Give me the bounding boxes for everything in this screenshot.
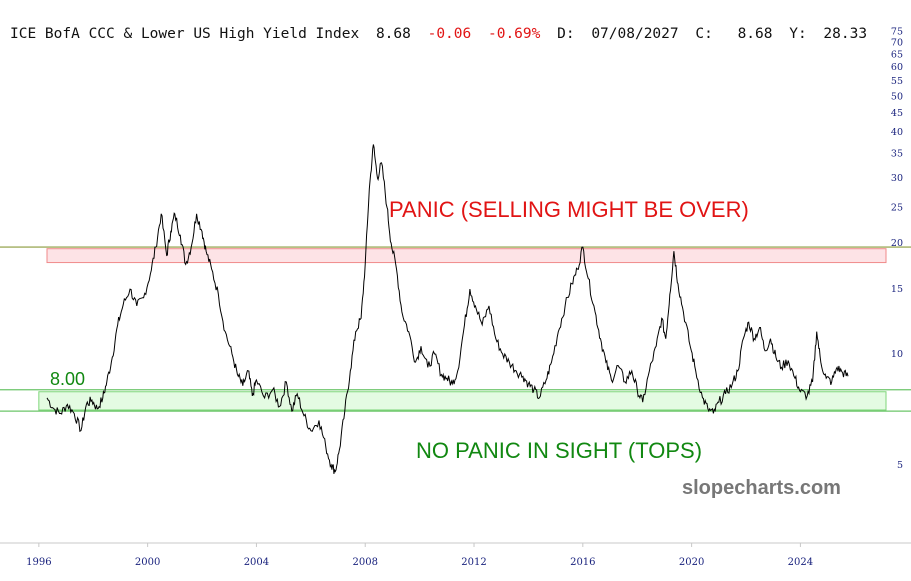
x-tick-2000: 2000	[135, 557, 160, 568]
calm-zone	[38, 391, 887, 411]
last-value: 8.68	[376, 26, 411, 42]
date-value: 07/08/2027	[591, 26, 678, 42]
reference-lines-layer	[0, 246, 911, 412]
y-tick-20: 20	[891, 238, 903, 249]
y-tick-35: 35	[891, 148, 903, 159]
x-tick-1996: 1996	[26, 557, 51, 568]
x-tick-2012: 2012	[461, 557, 486, 568]
change-pct: -0.69%	[488, 26, 541, 42]
close-label: C:	[695, 26, 712, 42]
watermark: slopecharts.com	[682, 477, 841, 499]
series-line	[46, 144, 849, 474]
y-tick-45: 45	[891, 108, 903, 119]
y-tick-55: 55	[891, 76, 903, 87]
y-tick-5: 5	[897, 460, 903, 471]
y-tick-30: 30	[891, 173, 903, 184]
panic-zone	[46, 248, 887, 264]
x-tick-2008: 2008	[352, 557, 377, 568]
y-tick-70: 70	[891, 37, 903, 48]
y-tick-25: 25	[891, 202, 903, 213]
y-tick-15: 15	[891, 284, 903, 295]
chart-title: ICE BofA CCC & Lower US High Yield Index…	[10, 26, 867, 42]
close-value: 8.68	[738, 26, 773, 42]
x-axis: 1996 2000 2004 2008 2012 2016 2020 2024	[26, 543, 813, 568]
y-tick-50: 50	[891, 91, 903, 102]
calm-label: NO PANIC IN SIGHT (TOPS)	[416, 438, 702, 463]
y-tick-65: 65	[891, 49, 903, 60]
y-label: Y:	[789, 26, 806, 42]
x-tick-2020: 2020	[679, 557, 704, 568]
y-value: 28.33	[823, 26, 867, 42]
x-tick-2016: 2016	[570, 557, 595, 568]
change-value: -0.06	[428, 26, 472, 42]
x-tick-2004: 2004	[244, 557, 269, 568]
date-label: D:	[557, 26, 574, 42]
level-label: 8.00	[50, 369, 85, 389]
zones-layer	[38, 248, 887, 411]
y-tick-60: 60	[891, 62, 903, 73]
x-tick-2024: 2024	[788, 557, 813, 568]
y-tick-40: 40	[891, 127, 903, 138]
y-tick-10: 10	[891, 349, 903, 360]
panic-label: PANIC (SELLING MIGHT BE OVER)	[389, 197, 749, 222]
y-tick-75: 75	[891, 26, 903, 37]
index-name: ICE BofA CCC & Lower US High Yield Index	[10, 26, 359, 42]
